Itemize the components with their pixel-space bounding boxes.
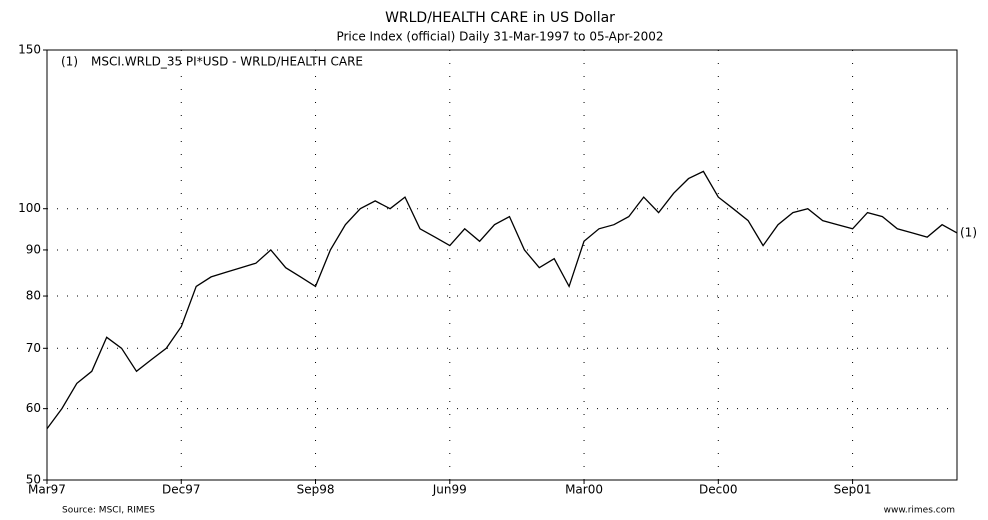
- y-tick-label: 80: [26, 289, 41, 303]
- x-tick-label: Mar97: [28, 483, 66, 497]
- credit: www.rimes.com: [884, 506, 955, 516]
- chart-subtitle: Price Index (official) Daily 31-Mar-1997…: [336, 30, 663, 44]
- x-tick-label: Mar00: [565, 483, 603, 497]
- x-tick-label: Dec97: [162, 483, 201, 497]
- y-tick-label: 100: [18, 201, 41, 215]
- y-tick-label: 70: [26, 341, 41, 355]
- x-tick-label: Sep01: [834, 483, 872, 497]
- plot-frame: [46, 49, 958, 481]
- x-tick-label: Dec00: [699, 483, 738, 497]
- y-tick-label: 90: [26, 242, 41, 256]
- y-tick-label: 50: [26, 473, 41, 487]
- source: Source: MSCI, RIMES: [62, 506, 155, 516]
- series-end-label: (1): [960, 225, 977, 239]
- x-tick-label: Jun99: [432, 483, 467, 497]
- legend-marker: (1): [61, 55, 78, 69]
- legend-entry: MSCI.WRLD_35 PI*USD - WRLD/HEALTH CARE: [91, 55, 363, 69]
- y-tick-label: 60: [26, 401, 41, 415]
- x-tick-label: Sep98: [297, 483, 335, 497]
- y-tick-label: 150: [18, 43, 41, 57]
- chart-title: WRLD/HEALTH CARE in US Dollar: [385, 10, 615, 26]
- line-series: [46, 170, 958, 430]
